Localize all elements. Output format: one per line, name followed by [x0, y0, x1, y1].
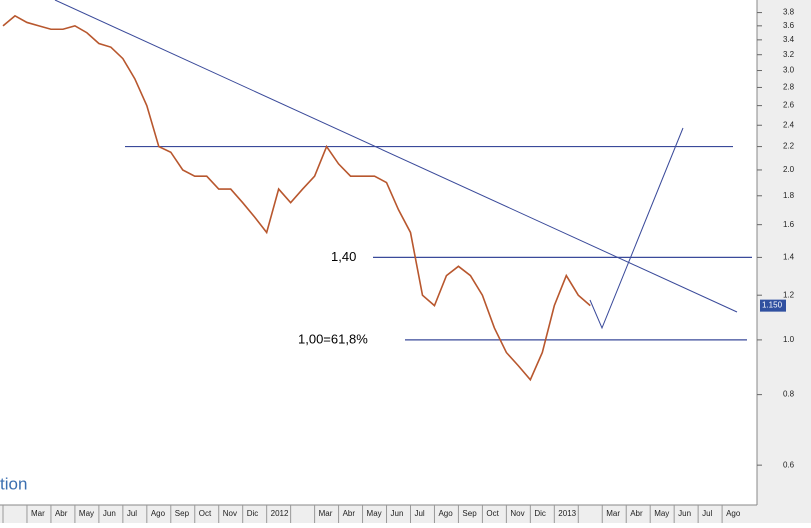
x-tick-label: Nov: [223, 509, 237, 518]
annotation: 1,40: [331, 249, 356, 264]
x-tick-label: Mar: [31, 509, 45, 518]
x-tick-label: May: [79, 509, 94, 518]
y-tick-label: 2.6: [783, 101, 795, 110]
y-tick-label: 2.0: [783, 165, 795, 174]
x-tick-label: Sep: [175, 509, 190, 518]
trend-line: [54, 0, 738, 313]
x-tick-label: Jul: [702, 509, 712, 518]
x-tick-label: Ago: [151, 509, 166, 518]
y-tick-label: 0.8: [783, 390, 795, 399]
x-tick-label: Dic: [247, 509, 259, 518]
x-tick-label: Abr: [55, 509, 68, 518]
y-tick-label: 1.8: [783, 191, 795, 200]
x-tick-label: Abr: [630, 509, 643, 518]
x-tick-label: Oct: [199, 509, 212, 518]
x-tick-label: Jul: [127, 509, 137, 518]
x-tick-label: Abr: [343, 509, 356, 518]
y-axis-panel: [757, 0, 811, 523]
x-tick-label: May: [654, 509, 669, 518]
x-axis-panel: [0, 505, 811, 523]
y-tick-label: 3.4: [783, 35, 795, 44]
y-tick-label: 2.8: [783, 83, 795, 92]
x-tick-label: Sep: [462, 509, 477, 518]
last-price-box: [760, 299, 786, 312]
x-tick-label: Ago: [726, 509, 741, 518]
y-tick-label: 3.8: [783, 8, 795, 17]
y-tick-label: 2.4: [783, 120, 795, 129]
price-line: [2, 14, 591, 382]
x-tick-label: Ago: [438, 509, 453, 518]
y-tick-label: 3.0: [783, 66, 795, 75]
x-tick-label: Mar: [319, 509, 333, 518]
y-tick-label: 1.0: [783, 335, 795, 344]
x-tick-label: Nov: [510, 509, 524, 518]
y-tick-label: 2.2: [783, 142, 795, 151]
x-tick-label: Dic: [534, 509, 546, 518]
x-tick-label: Mar: [606, 509, 620, 518]
x-tick-label: Oct: [486, 509, 499, 518]
last-price-label: 1.150: [762, 301, 783, 310]
projection-line: [589, 127, 684, 330]
y-tick-label: 0.6: [783, 460, 795, 469]
annotation: 1,00=61,8%: [298, 331, 368, 346]
x-tick-label: Jun: [678, 509, 691, 518]
x-tick-label: May: [367, 509, 382, 518]
y-tick-label: 3.6: [783, 21, 795, 30]
y-tick-label: 1.6: [783, 220, 795, 229]
y-tick-label: 1.2: [783, 290, 795, 299]
x-tick-label: 2013: [558, 509, 576, 518]
x-tick-label: Jun: [103, 509, 116, 518]
x-tick-label: 2012: [271, 509, 289, 518]
x-tick-label: Jul: [414, 509, 424, 518]
y-tick-label: 3.2: [783, 50, 795, 59]
y-tick-label: 1.4: [783, 253, 795, 262]
watermark: tion: [0, 474, 27, 493]
x-tick-label: Jun: [391, 509, 404, 518]
